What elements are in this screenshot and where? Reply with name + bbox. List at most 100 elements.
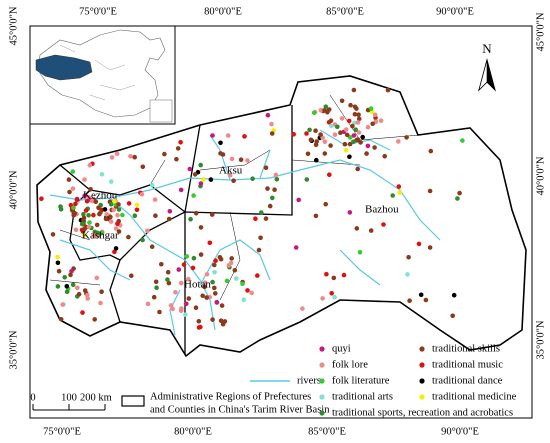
heritage-point [145,228,150,234]
heritage-point [293,245,299,250]
heritage-point [94,275,100,281]
heritage-point [55,260,61,266]
heritage-point [82,288,88,293]
heritage-point [190,265,196,271]
scale-bar [32,404,106,411]
heritage-point [318,108,324,113]
legend-boundary-swatch [121,395,145,407]
heritage-point [324,271,329,277]
heritage-point [165,269,171,275]
heritage-point [201,177,206,182]
heritage-point [253,216,258,221]
heritage-point [404,135,409,140]
heritage-point [335,124,340,130]
heritage-point [80,310,85,315]
heritage-point [296,197,302,203]
heritage-point [229,156,235,162]
heritage-point [70,282,76,288]
heritage-point [274,177,280,182]
heritage-point [204,272,210,277]
north-arrow-half [478,59,488,92]
heritage-point [181,262,187,267]
heritage-point [56,268,62,274]
heritage-point [365,124,371,130]
heritage-point [343,147,349,153]
heritage-point [112,249,117,255]
heritage-point [406,254,411,260]
heritage-point [338,130,343,135]
heritage-point [152,197,158,202]
heritage-point [232,268,238,273]
heritage-point [269,131,275,136]
legend-swatch [319,362,325,368]
heritage-point [328,143,333,148]
heritage-point [108,202,114,207]
heritage-point [114,151,120,156]
legend-swatch [319,394,325,400]
heritage-point [198,225,204,230]
heritage-point [149,182,155,188]
heritage-point [423,297,429,303]
heritage-point [212,285,217,291]
heritage-point [94,230,100,236]
lon-label: 85°0'0"E [308,426,346,437]
heritage-point [265,112,271,118]
heritage-point [351,87,357,93]
heritage-point [267,203,273,209]
heritage-point [86,224,92,230]
heritage-point [313,213,319,219]
heritage-point [365,143,371,149]
heritage-point [351,139,356,145]
heritage-point [139,192,145,197]
heritage-point [70,169,76,174]
heritage-point [109,155,115,160]
heritage-point [178,140,183,145]
legend-label: folk lore [332,359,368,370]
heritage-point [355,120,361,125]
heritage-point [372,112,378,118]
heritage-point [71,205,76,211]
heritage-point [210,279,215,285]
heritage-point [256,247,262,253]
rivers [49,129,441,336]
heritage-point [314,157,319,163]
heritage-point [227,172,233,178]
heritage-point [113,246,119,251]
legend-label: traditional skills [432,343,500,354]
heritage-point [97,211,102,217]
heritage-point [120,212,125,218]
heritage-point [111,207,116,213]
heritage-point [238,157,244,162]
heritage-point [218,318,224,324]
heritage-point [85,292,90,298]
basin-outline [36,75,527,358]
heritage-point [214,299,220,305]
heritage-point [308,137,314,143]
heritage-point [355,166,361,172]
heritage-point [418,292,424,298]
heritage-point [55,254,60,260]
heritage-point [305,151,311,157]
heritage-point [87,162,93,168]
heritage-point [242,134,247,139]
heritage-point [219,303,225,308]
heritage-point [198,252,204,257]
heritage-point [364,151,369,156]
heritage-point [331,275,337,281]
heritage-point [218,256,224,262]
heritage-point [98,300,103,306]
heritage-point [224,278,230,284]
heritage-point [357,250,363,255]
heritage-point [356,130,362,135]
heritage-point [273,172,279,178]
lat-label: 45°0'0"N [8,6,19,45]
heritage-point [76,291,82,297]
heritage-point [86,213,91,218]
heritage-point [74,197,80,203]
heritage-point [356,112,361,117]
heritage-point [385,87,391,93]
heritage-point [254,273,260,278]
heritage-point [322,139,328,144]
heritage-point [343,127,349,132]
legend-swatch [319,346,325,352]
